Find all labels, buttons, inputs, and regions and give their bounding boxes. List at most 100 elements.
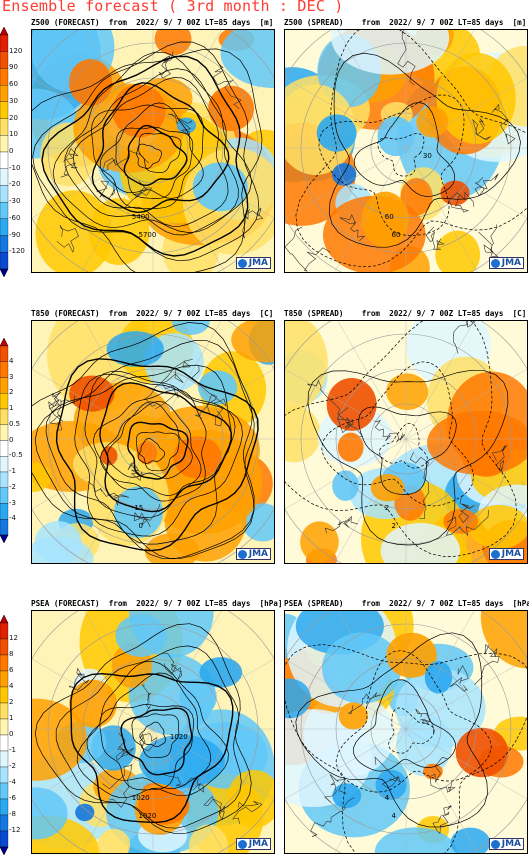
anomaly-core <box>416 106 449 138</box>
contour-line <box>55 645 242 829</box>
anomaly-shading <box>115 614 167 657</box>
colorbar-tick-label: 1 <box>9 714 14 722</box>
meridian-line <box>285 728 407 800</box>
contour-line <box>32 41 260 262</box>
meridian-line <box>32 658 154 730</box>
jma-logo: JMA <box>235 548 271 560</box>
colorbar-segment <box>0 519 9 536</box>
meridian-line <box>152 611 222 730</box>
contour-label: 60 <box>384 212 394 221</box>
anomaly-core <box>455 727 509 778</box>
coastline <box>307 321 508 537</box>
contour-line <box>115 126 194 199</box>
jma-emblem-icon <box>490 839 500 849</box>
map-frame: JMA <box>284 320 528 564</box>
anomaly-shading <box>231 321 274 363</box>
contour-line <box>285 644 527 853</box>
colorbar-tick-label: 4 <box>9 356 14 365</box>
contour-line <box>120 707 193 776</box>
colorbar-segment <box>0 361 9 378</box>
colorbar-segment <box>0 798 9 816</box>
colorbar-tick-label: -60 <box>9 213 21 222</box>
colorbar-segment <box>0 766 9 784</box>
meridian-line <box>405 368 527 440</box>
map-frame: JMA <box>31 320 275 564</box>
colorbar-tick-label: -2 <box>9 482 16 491</box>
jma-logo-text: JMA <box>248 549 268 559</box>
contour-line <box>127 421 189 480</box>
meridian-line <box>32 77 154 149</box>
colorbar-segment <box>0 393 9 410</box>
anomaly-shading <box>300 521 339 563</box>
anomaly-core <box>461 433 511 477</box>
colorbar-tick-label: -4 <box>9 778 16 786</box>
colorbar-tick-label: 90 <box>9 63 18 72</box>
colorbar-tick-label: 0.5 <box>9 419 21 428</box>
contour-line <box>34 623 252 835</box>
anomaly-shading <box>285 678 312 719</box>
contour-line <box>64 68 239 236</box>
meridian-line <box>152 438 225 563</box>
colorbar-segment <box>0 408 9 425</box>
panel-z500-spread: Z500 (SPREAD) from 2022/ 9/ 7 00Z LT=85 … <box>284 18 528 273</box>
anomaly-shading <box>106 331 164 367</box>
colorbar-tick-label: -4 <box>9 514 16 523</box>
jma-logo: JMA <box>488 257 524 269</box>
anomaly-shading <box>480 611 527 669</box>
colorbar-segment <box>0 830 9 848</box>
coastline <box>310 643 500 838</box>
panel-title: T850 (FORECAST) from 2022/ 9/ 7 00Z LT=8… <box>31 309 274 318</box>
contour-line <box>388 707 435 754</box>
meridian-line <box>84 30 154 149</box>
colorbar-segment <box>0 686 9 704</box>
contour-line <box>55 358 259 552</box>
anomaly-shading <box>32 536 94 563</box>
contour-line <box>137 438 166 464</box>
map-frame: JMA <box>284 29 528 273</box>
colorbar-tick-label: -90 <box>9 230 21 239</box>
meridian-line <box>405 658 527 730</box>
colorbar-segment <box>0 503 9 520</box>
colorbar-arrow-top <box>0 27 9 36</box>
colorbar-segment <box>0 151 9 169</box>
anomaly-core <box>377 116 415 157</box>
anomaly-core <box>370 473 405 502</box>
colorbar-tick-label: 6 <box>9 666 14 674</box>
anomaly-core <box>423 763 443 780</box>
anomaly-shading <box>375 769 407 800</box>
colorbar-tick-label: -8 <box>9 810 16 818</box>
anomaly-core <box>338 702 368 730</box>
colorbar-tick-label: 120 <box>9 46 23 55</box>
colorbar-tick-label: -2 <box>9 762 16 770</box>
anomaly-core <box>326 378 377 431</box>
anomaly-shading <box>154 30 192 56</box>
colorbar-tick-label: -20 <box>9 180 21 189</box>
colorbar-segment <box>0 456 9 473</box>
colorbar-tick-label: -3 <box>9 498 16 507</box>
meridian-line <box>405 728 478 853</box>
colorbar-segment <box>0 734 9 752</box>
contour-label: 4 <box>384 793 390 802</box>
map-frame: JMA <box>31 610 275 854</box>
meridian-line <box>152 30 222 149</box>
colorbar-tick-label: 0 <box>9 147 14 155</box>
meridian-line <box>152 438 274 510</box>
colorbar-tick-label: 12 <box>9 634 18 642</box>
map-frame: JMA <box>31 29 275 273</box>
anomaly-core <box>316 114 357 152</box>
jma-emblem-icon <box>237 258 247 268</box>
panel-title: PSEA (FORECAST) from 2022/ 9/ 7 00Z LT=8… <box>31 599 283 608</box>
meridian-line <box>405 438 478 563</box>
anomaly-shading <box>469 504 527 549</box>
jma-logo-text: JMA <box>501 549 521 559</box>
anomaly-shading <box>386 373 429 411</box>
panel-psea-spread: PSEA (SPREAD) from 2022/ 9/ 7 00Z LT=85 … <box>284 599 529 854</box>
meridian-line <box>405 321 475 440</box>
panel-z500-forecast: Z500 (FORECAST) from 2022/ 9/ 7 00Z LT=8… <box>31 18 275 273</box>
colorbar-tick-label: -1 <box>9 746 16 754</box>
meridian-line <box>32 728 154 800</box>
colorbar-arrow-top <box>0 338 9 347</box>
anomaly-shading <box>435 230 481 272</box>
meridian-line <box>334 728 407 853</box>
meridian-line <box>405 147 478 272</box>
